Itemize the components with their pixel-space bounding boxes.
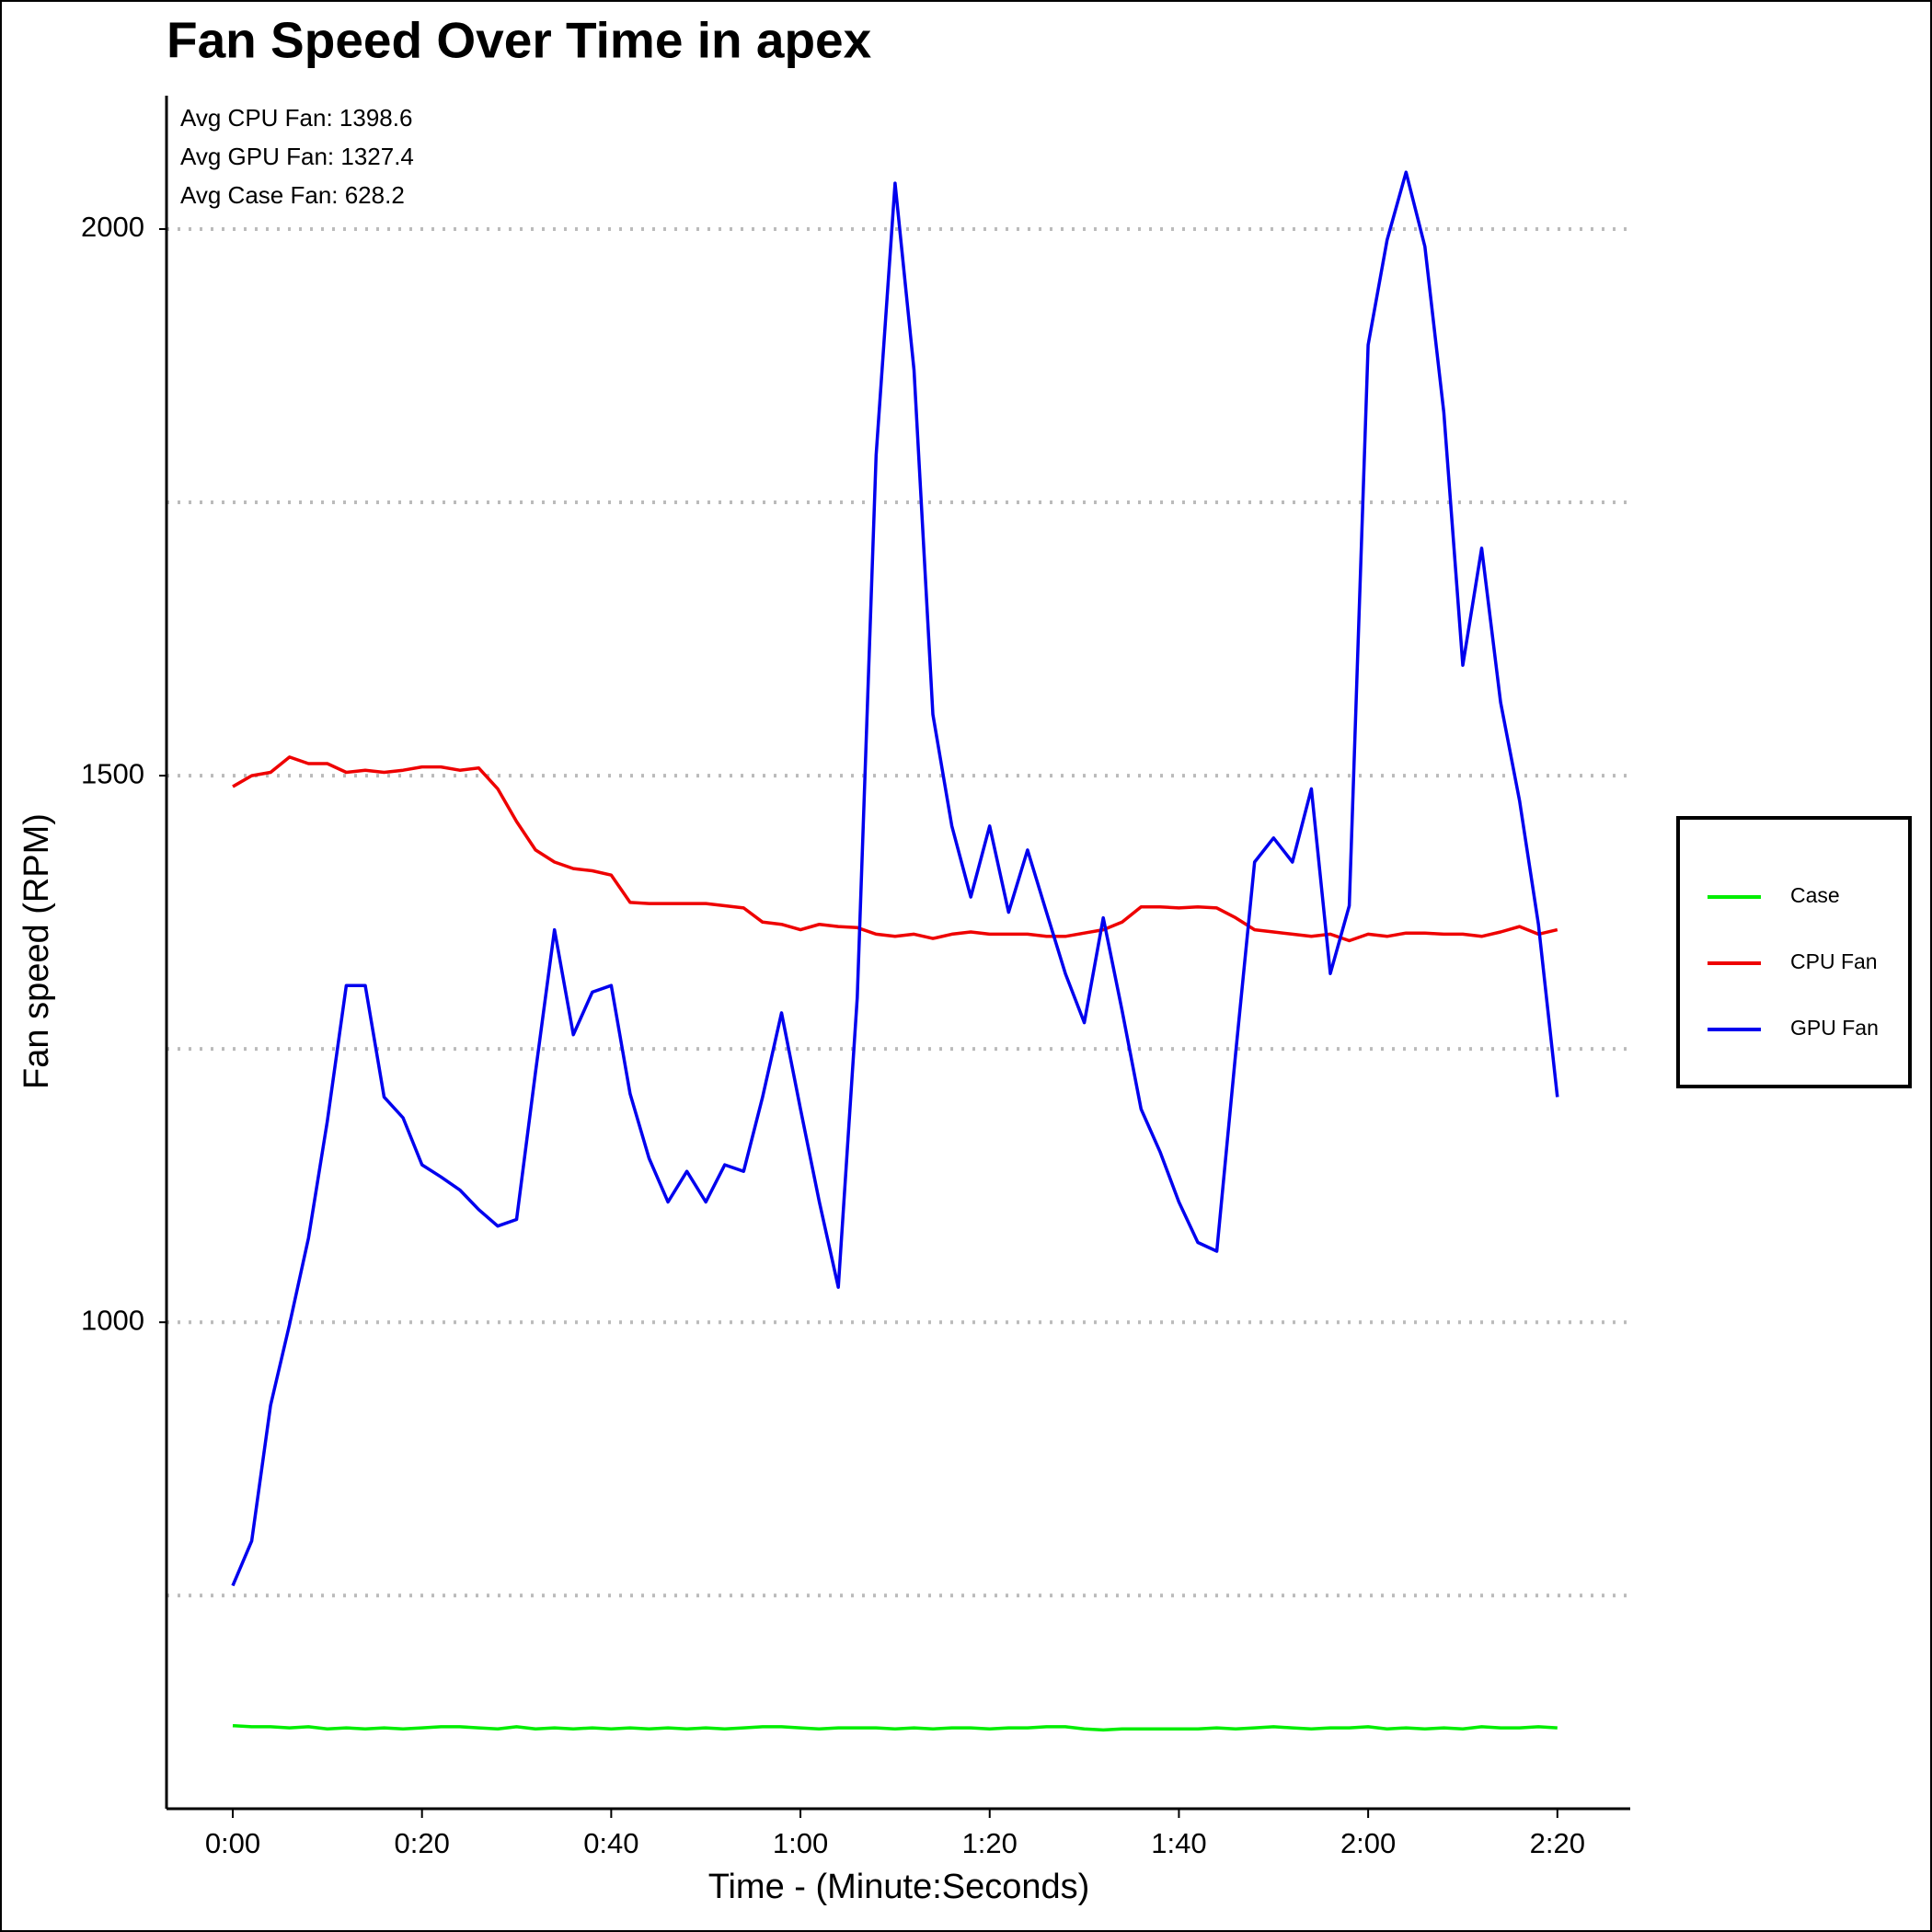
annotation: Avg Case Fan: 628.2 (180, 181, 405, 209)
annotation: Avg GPU Fan: 1327.4 (180, 143, 414, 170)
x-tick-label: 1:00 (773, 1827, 828, 1859)
x-tick-label: 2:20 (1530, 1827, 1585, 1859)
x-tick-label: 0:20 (395, 1827, 450, 1859)
x-tick-label: 2:00 (1340, 1827, 1396, 1859)
y-tick-label: 1000 (81, 1304, 144, 1336)
chart-title: Fan Speed Over Time in apex (167, 12, 872, 69)
legend-label: CPU Fan (1790, 949, 1878, 973)
y-axis-title: Fan speed (RPM) (17, 813, 56, 1089)
x-tick-label: 1:20 (962, 1827, 1018, 1859)
y-tick-label: 1500 (81, 757, 144, 789)
x-tick-label: 0:00 (205, 1827, 260, 1859)
y-tick-label: 2000 (81, 211, 144, 243)
x-tick-label: 1:40 (1151, 1827, 1206, 1859)
x-tick-label: 0:40 (583, 1827, 638, 1859)
x-axis-title: Time - (Minute:Seconds) (708, 1868, 1090, 1906)
legend-label: Case (1790, 883, 1840, 907)
legend-label: GPU Fan (1790, 1016, 1879, 1040)
line (232, 1723, 1558, 1732)
line (231, 170, 1559, 1587)
line (232, 755, 1558, 943)
annotation: Avg CPU Fan: 1398.6 (180, 104, 412, 132)
legend-box (1676, 816, 1912, 1088)
